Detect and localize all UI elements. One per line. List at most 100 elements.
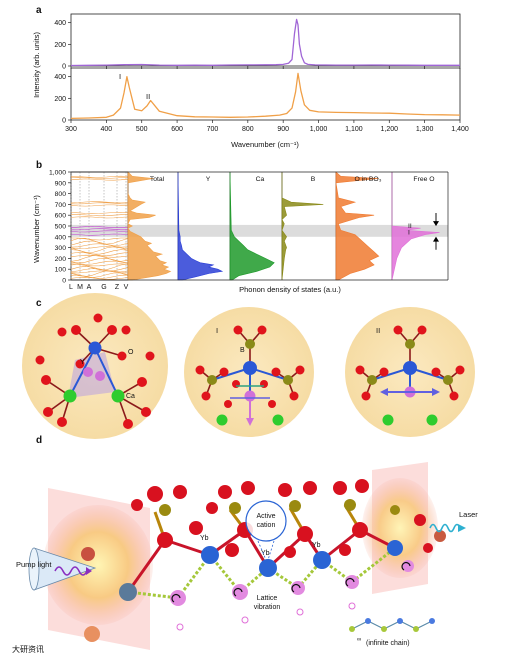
- phonon-band: [70, 272, 129, 278]
- k-point-label: V: [124, 284, 129, 291]
- y-tick-label: 1,000: [49, 170, 66, 177]
- dos-xlabel: Phonon density of states (a.u.): [239, 285, 341, 294]
- dos-title: Total: [150, 176, 165, 183]
- band-label-I: I: [408, 230, 410, 237]
- y-tick-label: 0: [62, 278, 66, 285]
- atom-label-y: Y: [80, 359, 85, 366]
- y-tick-label: 200: [54, 42, 66, 49]
- x-tick-label: 700: [207, 126, 219, 133]
- panel-c-label: c: [36, 298, 42, 309]
- phonon-band: [70, 277, 129, 280]
- band-label-II: II: [408, 223, 412, 230]
- y-tick-label: 100: [55, 267, 67, 274]
- mode-label-I: I: [216, 326, 218, 335]
- atom-label-o: O: [128, 349, 134, 356]
- k-point-label: M: [77, 284, 83, 291]
- laser-label: Laser: [459, 510, 478, 519]
- phonon-band: [70, 255, 129, 262]
- y-tick-label: 400: [54, 74, 66, 81]
- y-tick-label: 0: [62, 118, 66, 125]
- y-tick-label: 600: [55, 213, 67, 220]
- lattice-vibration-label: Lattice vibration: [254, 595, 281, 611]
- panel-a-ylabel: Intensity (arb. units): [32, 32, 41, 98]
- phonon-band: [70, 226, 129, 228]
- panel-d: d Pump light: [16, 435, 478, 650]
- dos-area: [335, 171, 380, 281]
- dos-title: Ca: [256, 176, 265, 183]
- dos-area: [127, 171, 172, 281]
- phonon-band: [70, 260, 129, 265]
- phonon-band: [70, 270, 129, 274]
- phonon-band: [70, 258, 129, 264]
- phonon-band: [70, 204, 129, 207]
- panel-b-plots: L M A G Z V 0 100 200 300 400 500 600 700 800 900 1,000 T…: [49, 170, 449, 291]
- dos-title: Free O: [413, 176, 434, 183]
- active-cation-label: Active cation: [256, 513, 275, 529]
- phonon-band: [70, 254, 129, 258]
- phonon-band: [70, 246, 129, 249]
- structure-cell-3: II: [345, 307, 475, 437]
- k-point-label: A: [87, 284, 92, 291]
- dos-title: O in BO₃: [355, 176, 382, 183]
- x-tick-label: 1,200: [381, 126, 399, 133]
- x-tick-label: 900: [277, 126, 289, 133]
- dos-title: Y: [206, 176, 211, 183]
- phonon-band: [70, 175, 129, 178]
- yb-label-2: Yb: [261, 550, 270, 557]
- y-tick-label: 900: [55, 180, 67, 187]
- x-tick-label: 500: [136, 126, 148, 133]
- phonon-band: [70, 202, 129, 205]
- panel-c: c O: [22, 293, 475, 439]
- dos-title: B: [311, 176, 316, 183]
- y-tick-label: 200: [54, 96, 66, 103]
- chain-label: (infinite chain): [366, 640, 410, 647]
- raman-spectrum-line: [70, 72, 461, 120]
- phonon-band: [70, 252, 129, 257]
- phonon-band: [70, 243, 129, 248]
- y-tick-label: 200: [55, 256, 67, 263]
- y-tick-label: 400: [55, 234, 67, 241]
- chain-symbol: ∞: [357, 637, 361, 643]
- y-tick-label: 500: [55, 224, 67, 231]
- watermark: 大研资讯: [12, 644, 44, 654]
- phonon-band: [70, 238, 129, 245]
- x-tick-label: 600: [171, 126, 183, 133]
- x-tick-label: 1,100: [345, 126, 363, 133]
- peak-label-I: I: [119, 72, 121, 81]
- k-point-label: L: [69, 284, 73, 291]
- phonon-band: [70, 177, 129, 179]
- y-tick-label: 700: [55, 202, 67, 209]
- structure-cell-2: I B: [184, 307, 314, 437]
- dos-area: [177, 171, 224, 281]
- panel-a-label: a: [36, 5, 42, 16]
- dos-area: [229, 171, 275, 281]
- arrow-up-head: [433, 236, 439, 242]
- phonon-band: [71, 237, 128, 241]
- x-tick-label: 300: [65, 126, 77, 133]
- peak-label-II: II: [146, 92, 150, 101]
- pump-light-label: Pump light: [16, 560, 52, 569]
- phonon-band: [70, 216, 129, 219]
- plot-frame: [70, 13, 461, 67]
- k-point-label: Z: [115, 284, 120, 291]
- panel-b-ylabel: Wavenumber (cm⁻¹): [32, 195, 41, 263]
- y-tick-label: 800: [55, 191, 67, 198]
- structure-cell-1: O Y Ca: [22, 293, 168, 439]
- phonon-band: [70, 201, 129, 204]
- yb-label-1: Yb: [200, 535, 209, 542]
- phonon-band: [70, 230, 129, 233]
- y-tick-label: 300: [55, 245, 67, 252]
- x-tick-label: 1,000: [310, 126, 328, 133]
- panel-b-label: b: [36, 160, 42, 171]
- phonon-band: [70, 178, 129, 181]
- phonon-band: [70, 212, 129, 214]
- arrow-down-head: [433, 221, 439, 227]
- y-tick-label: 400: [54, 20, 66, 27]
- dos-area: [391, 172, 440, 281]
- phonon-band: [70, 263, 129, 267]
- k-point-label: G: [101, 284, 106, 291]
- phonon-band: [70, 214, 129, 217]
- atom-label-ca: Ca: [126, 393, 135, 400]
- panel-d-label: d: [36, 435, 42, 446]
